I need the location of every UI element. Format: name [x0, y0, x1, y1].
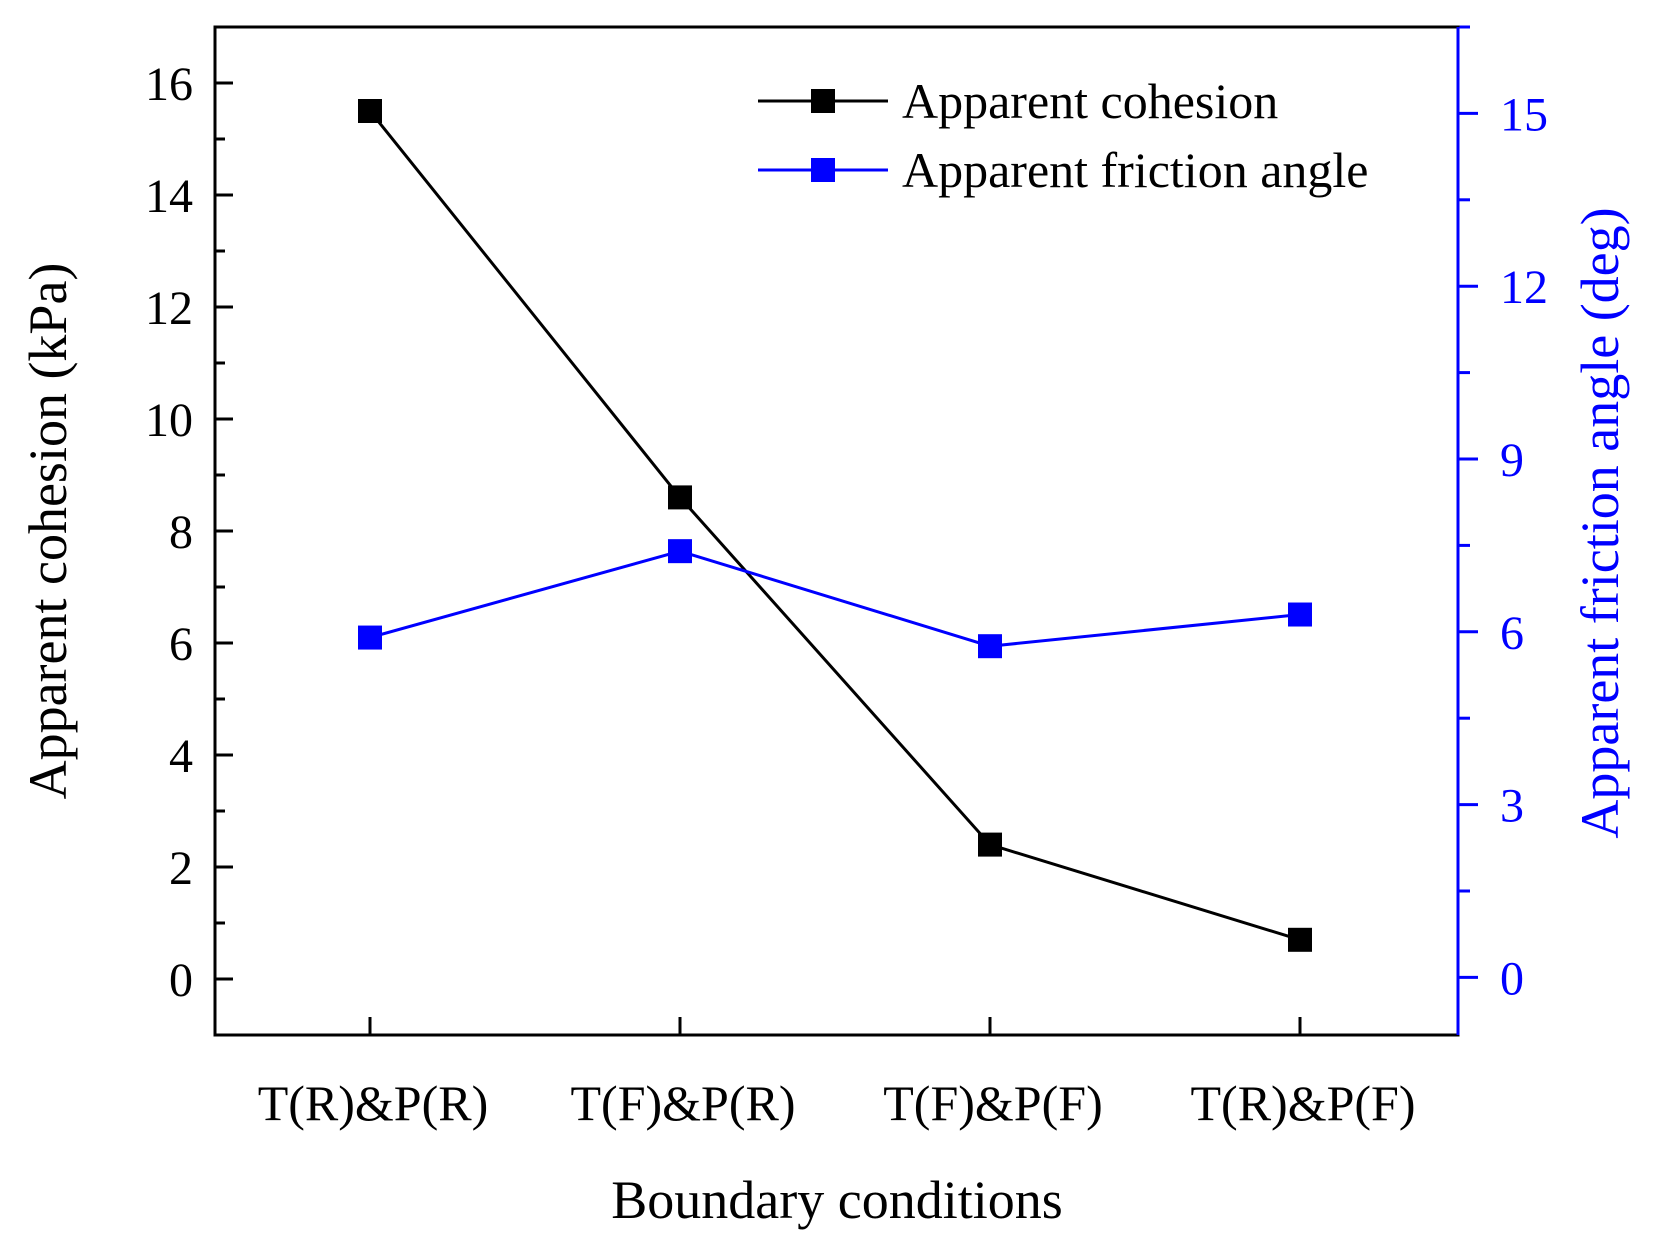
data-point — [358, 625, 382, 650]
left-axis-label: Apparent cohesion (kPa) — [18, 263, 78, 800]
series-line — [368, 110, 1301, 942]
series-cohesion — [358, 99, 1312, 952]
legend: Apparent cohesion Apparent friction angl… — [758, 73, 1368, 198]
data-point — [668, 485, 692, 510]
right-tick-label: 0 — [1500, 952, 1524, 1005]
series-friction-angle — [358, 539, 1312, 659]
right-tick-label: 3 — [1500, 780, 1524, 833]
x-tick-label: T(F)&P(F) — [883, 1075, 1102, 1131]
data-point — [978, 634, 1002, 659]
left-tick-label: 0 — [169, 954, 193, 1007]
left-tick-label: 10 — [145, 394, 193, 447]
data-point — [668, 539, 692, 564]
left-tick-label: 12 — [145, 282, 193, 335]
right-tick-label: 15 — [1500, 88, 1548, 141]
series-layer — [358, 99, 1312, 952]
data-point — [978, 832, 1002, 857]
data-point — [1288, 602, 1312, 627]
left-tick-label: 16 — [145, 58, 193, 111]
series-line — [369, 549, 1301, 648]
right-tick-label: 6 — [1500, 607, 1524, 660]
right-axis: 0 3 6 9 12 15 — [1459, 25, 1548, 1005]
legend-marker-friction — [811, 158, 835, 182]
x-tick-label: T(F)&P(R) — [571, 1075, 796, 1131]
x-axis: T(R)&P(R) T(F)&P(R) T(F)&P(F) T(R)&P(F) — [258, 1017, 1416, 1131]
left-tick-label: 8 — [169, 506, 193, 559]
legend-marker-cohesion — [811, 89, 835, 113]
left-tick-label: 14 — [145, 170, 193, 223]
x-tick-label: T(R)&P(R) — [258, 1075, 489, 1131]
right-tick-label: 9 — [1500, 434, 1524, 487]
data-point — [358, 99, 382, 123]
left-tick-label: 4 — [169, 730, 193, 783]
right-axis-label: Apparent friction angle (deg) — [1570, 207, 1630, 838]
left-axis: 0 2 4 6 8 10 12 14 16 — [145, 25, 233, 1037]
left-tick-label: 2 — [169, 842, 193, 895]
legend-label-cohesion: Apparent cohesion — [902, 73, 1278, 129]
legend-label-friction: Apparent friction angle — [902, 142, 1368, 198]
left-tick-label: 6 — [169, 618, 193, 671]
x-axis-label: Boundary conditions — [611, 1170, 1062, 1230]
data-point — [1288, 927, 1312, 952]
right-tick-label: 12 — [1500, 261, 1548, 314]
x-tick-label: T(R)&P(F) — [1191, 1075, 1416, 1131]
